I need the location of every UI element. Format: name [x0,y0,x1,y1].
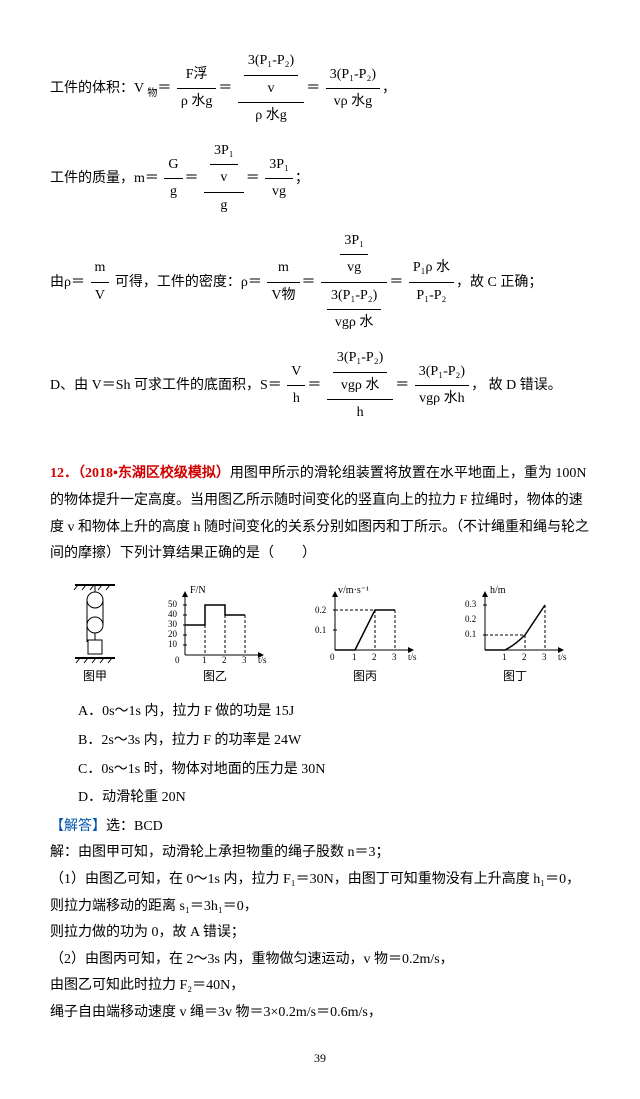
svg-text:0.2: 0.2 [465,614,476,624]
fig-b: F/N 50 40 30 20 10 0 1 2 3 t/s 图乙 [160,585,270,688]
opt-c: C．0s～1s 时，物体对地面的压力是 30N [78,757,590,784]
question-12: 12．（2018•东湖区校级模拟）用图甲所示的滑轮组装置将放置在水平地面上，重为… [50,461,590,567]
svg-text:0.2: 0.2 [315,605,326,615]
svg-text:20: 20 [168,629,178,639]
svg-text:40: 40 [168,609,178,619]
svg-text:3: 3 [542,652,547,662]
svg-text:2: 2 [222,655,227,665]
eq-volume: 工件的体积：V 物＝ F浮ρ 水g＝ 3(P₁-P₂)v ρ 水g ＝ 3(P₁… [50,48,590,130]
svg-text:2: 2 [522,652,527,662]
sol-l1: 解：由图甲可知，动滑轮上承担物重的绳子股数 n＝3； [50,840,590,867]
answer: 【解答】选：BCD [50,814,590,841]
chart-c: v/m·s⁻¹ 0.2 0.1 0 1 2 3 t/s [310,585,420,665]
pulley-icon [70,580,120,665]
answer-label: 【解答】 [50,819,106,834]
sol-l2: （1）由图乙可知，在 0～1s 内，拉力 F₁＝30N，由图丁可知重物没有上升高… [50,867,590,894]
svg-text:50: 50 [168,599,178,609]
sol-l6: 由图乙可知此时拉力 F₂＝40N， [50,973,590,1000]
s: 物 [147,88,157,99]
frac: mV [91,255,110,309]
answer-val: 选：BCD [106,819,163,834]
svg-text:t/s: t/s [258,655,267,665]
svg-text:1: 1 [202,655,207,665]
frac: 3(P₁-P₂)v ρ 水g [238,48,304,130]
sol-l5: （2）由图丙可知，在 2～3s 内，重物做匀速运动，v 物＝0.2m/s， [50,947,590,974]
frac: Gg [164,152,182,206]
fig-c-label: 图丙 [310,665,420,688]
opt-d: D．动滑轮重 20N [78,785,590,812]
frac: 3(P₁-P₂)vρ 水g [326,62,380,116]
opt-a: A．0s～1s 内，拉力 F 做的功是 15J [78,699,590,726]
chart-b: F/N 50 40 30 20 10 0 1 2 3 t/s [160,585,270,665]
frac: P₁ρ 水P₁-P₂ [409,255,454,309]
svg-text:0: 0 [175,655,180,665]
eq-area: D、由 V＝Sh 可求工件的底面积，S＝ Vh＝ 3(P₁-P₂)vgρ 水 h… [50,345,590,427]
svg-text:1: 1 [352,652,357,662]
svg-text:v/m·s⁻¹: v/m·s⁻¹ [338,585,369,596]
svg-text:0: 0 [330,652,335,662]
t: 工件的体积：V [50,81,147,96]
options: A．0s～1s 内，拉力 F 做的功是 15J B．2s～3s 内，拉力 F 的… [78,699,590,811]
fig-a-label: 图甲 [70,665,120,688]
sol-l7: 绳子自由端移动速度 v 绳＝3v 物＝3×0.2m/s＝0.6m/s， [50,1000,590,1027]
svg-text:2: 2 [372,652,377,662]
svg-text:t/s: t/s [558,652,567,662]
fig-d: h/m 0.3 0.2 0.1 1 2 3 t/s 图丁 [460,585,570,688]
page-number: 39 [50,1047,590,1070]
fig-c: v/m·s⁻¹ 0.2 0.1 0 1 2 3 t/s 图丙 [310,585,420,688]
svg-text:h/m: h/m [490,585,506,596]
sol-l4: 则拉力做的功为 0，故 A 错误； [50,920,590,947]
fig-d-label: 图丁 [460,665,570,688]
eq-density: 由ρ＝ mV 可得，工件的密度：ρ＝ mV物＝ 3P₁vg 3(P₁-P₂)vg… [50,228,590,337]
frac: 3(P₁-P₂)vgρ 水 h [327,345,393,427]
svg-text:F/N: F/N [190,585,206,596]
fig-a: 图甲 [70,580,120,688]
q12-tag: 12．（2018•东湖区校级模拟） [50,466,230,481]
frac: 3(P₁-P₂)vgρ 水h [415,359,469,413]
sol-l3: 则拉力端移动的距离 s₁＝3h₁＝0， [50,894,590,921]
svg-text:3: 3 [242,655,247,665]
figures-row: 图甲 F/N 50 40 30 20 10 0 123 t/s 图乙 v/m·s… [50,580,590,688]
svg-text:10: 10 [168,639,178,649]
svg-text:0.3: 0.3 [465,599,477,609]
svg-text:3: 3 [392,652,397,662]
svg-text:0.1: 0.1 [465,629,476,639]
frac: F浮ρ 水g [177,62,217,116]
frac: 3P₁v g [204,138,244,220]
frac: mV物 [267,255,299,309]
eq-mass: 工件的质量，m＝ Gg＝ 3P₁v g ＝ 3P₁vg； [50,138,590,220]
frac: 3P₁vg 3(P₁-P₂)vgρ 水 [321,228,387,337]
chart-d: h/m 0.3 0.2 0.1 1 2 3 t/s [460,585,570,665]
svg-text:t/s: t/s [408,652,417,662]
frac: 3P₁vg [265,152,293,206]
fig-b-label: 图乙 [160,665,270,688]
svg-text:0.1: 0.1 [315,625,326,635]
opt-b: B．2s～3s 内，拉力 F 的功率是 24W [78,728,590,755]
svg-text:1: 1 [502,652,507,662]
svg-text:30: 30 [168,619,178,629]
frac: Vh [287,359,305,413]
